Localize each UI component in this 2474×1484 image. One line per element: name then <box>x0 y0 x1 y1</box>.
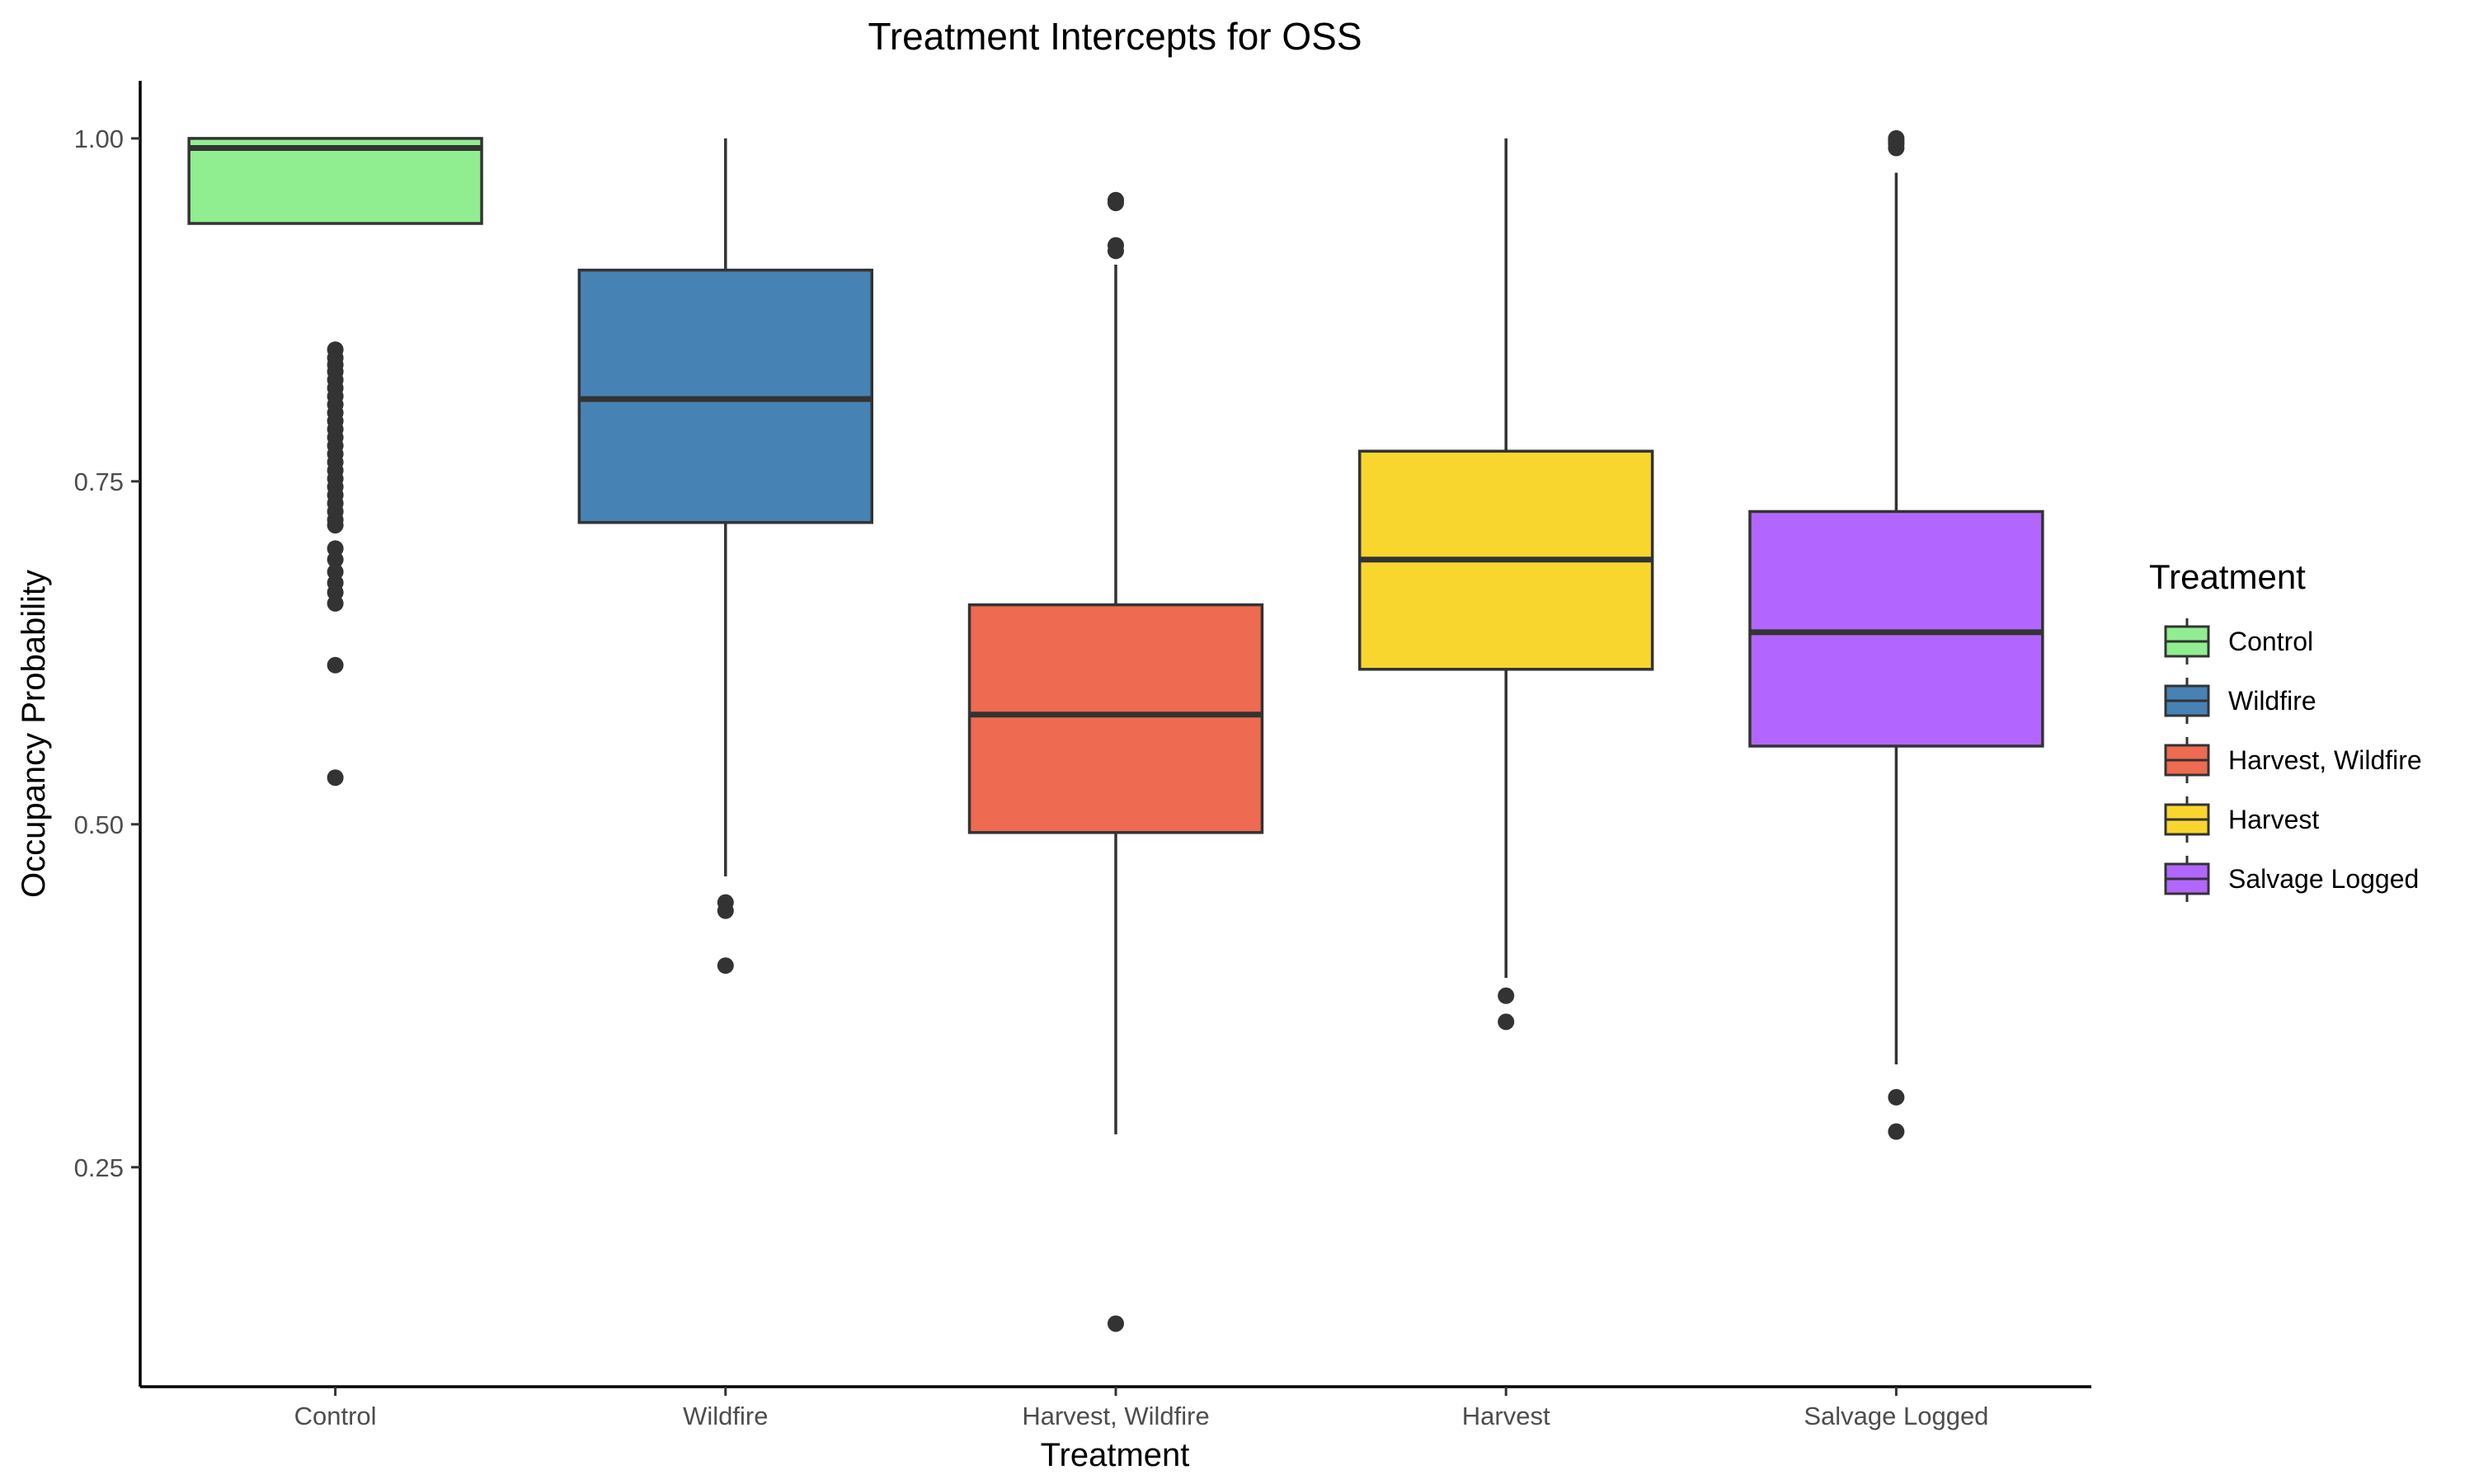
plot-area <box>187 129 2044 1332</box>
y-tick-label: 1.00 <box>74 124 124 153</box>
legend: Treatment Control Wildfire Harvest, Wildfi… <box>2149 557 2422 902</box>
box-body <box>967 603 1264 834</box>
legend-item-harvest-wildfire: Harvest, Wildfire <box>2164 737 2422 783</box>
outlier-point <box>327 517 344 534</box>
chart-title: Treatment Intercepts for OSS <box>868 15 1362 58</box>
outlier-point <box>717 957 734 974</box>
x-axis-title: Treatment <box>1041 1437 1190 1473</box>
legend-label: Harvest <box>2228 805 2319 834</box>
y-axis-title: Occupancy Probability <box>16 570 52 898</box>
legend-label: Wildfire <box>2228 686 2316 716</box>
legend-label: Control <box>2228 627 2313 656</box>
legend-item-salvage-logged: Salvage Logged <box>2164 856 2419 902</box>
legend-label: Salvage Logged <box>2228 864 2419 894</box>
legend-item-control: Control <box>2164 618 2313 665</box>
outlier-point <box>327 551 344 568</box>
legend-title: Treatment <box>2149 557 2306 596</box>
x-tick-label: Control <box>294 1402 377 1430</box>
outlier-point <box>327 769 344 787</box>
x-tick-label: Harvest, Wildfire <box>1022 1402 1209 1430</box>
outlier-point <box>1108 242 1124 260</box>
y-tick-label: 0.75 <box>74 467 124 496</box>
box-harvest <box>1358 138 1654 1031</box>
outlier-point <box>1108 195 1124 212</box>
legend-label: Harvest, Wildfire <box>2228 745 2422 775</box>
outlier-point <box>1888 139 1905 157</box>
legend-item-harvest: Harvest <box>2164 796 2319 843</box>
outlier-point <box>717 902 734 919</box>
x-tick-label: Salvage Logged <box>1804 1402 1988 1430</box>
box-body <box>1748 510 2044 748</box>
outlier-point <box>1498 987 1515 1004</box>
outlier-point <box>1498 1013 1515 1031</box>
box-body <box>187 137 483 225</box>
outlier-point <box>1888 1088 1905 1106</box>
outlier-point <box>1888 1123 1905 1140</box>
x-axis: Control Wildfire Harvest, Wildfire Harvest S… <box>294 1387 1988 1430</box>
x-tick-label: Harvest <box>1462 1402 1550 1430</box>
outlier-point <box>327 656 344 674</box>
box-control <box>187 137 483 787</box>
box-wildfire <box>577 138 873 974</box>
legend-item-wildfire: Wildfire <box>2164 678 2316 724</box>
box-salvage-logged <box>1748 129 2044 1140</box>
y-tick-label: 0.25 <box>74 1153 124 1182</box>
x-tick-label: Wildfire <box>683 1402 768 1430</box>
y-axis: 0.25 0.50 0.75 1.00 <box>74 124 140 1182</box>
outlier-point <box>327 594 344 612</box>
box-harvest-wildfire <box>967 191 1264 1332</box>
outlier-point <box>1108 1315 1124 1332</box>
y-tick-label: 0.50 <box>74 810 124 839</box>
